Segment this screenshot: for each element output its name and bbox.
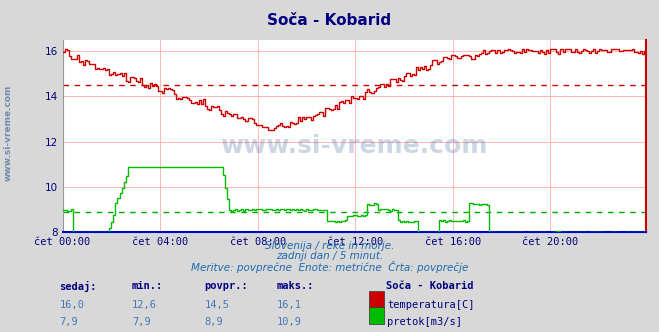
Text: sedaj:: sedaj: (59, 281, 97, 291)
Text: Meritve: povprečne  Enote: metrične  Črta: povprečje: Meritve: povprečne Enote: metrične Črta:… (191, 261, 468, 273)
Text: Slovenija / reke in morje.: Slovenija / reke in morje. (265, 241, 394, 251)
Text: 7,9: 7,9 (132, 317, 150, 327)
Text: povpr.:: povpr.: (204, 281, 248, 290)
Text: Soča - Kobarid: Soča - Kobarid (268, 13, 391, 28)
Text: zadnji dan / 5 minut.: zadnji dan / 5 minut. (276, 251, 383, 261)
Text: temperatura[C]: temperatura[C] (387, 300, 475, 310)
Text: 10,9: 10,9 (277, 317, 302, 327)
Text: pretok[m3/s]: pretok[m3/s] (387, 317, 463, 327)
Text: 16,0: 16,0 (59, 300, 84, 310)
Text: 16,1: 16,1 (277, 300, 302, 310)
Text: 7,9: 7,9 (59, 317, 78, 327)
Text: maks.:: maks.: (277, 281, 314, 290)
Text: 12,6: 12,6 (132, 300, 157, 310)
Text: 8,9: 8,9 (204, 317, 223, 327)
Text: www.si-vreme.com: www.si-vreme.com (3, 85, 13, 181)
Text: 14,5: 14,5 (204, 300, 229, 310)
Text: Soča - Kobarid: Soča - Kobarid (386, 281, 473, 290)
Text: min.:: min.: (132, 281, 163, 290)
Text: www.si-vreme.com: www.si-vreme.com (221, 134, 488, 158)
